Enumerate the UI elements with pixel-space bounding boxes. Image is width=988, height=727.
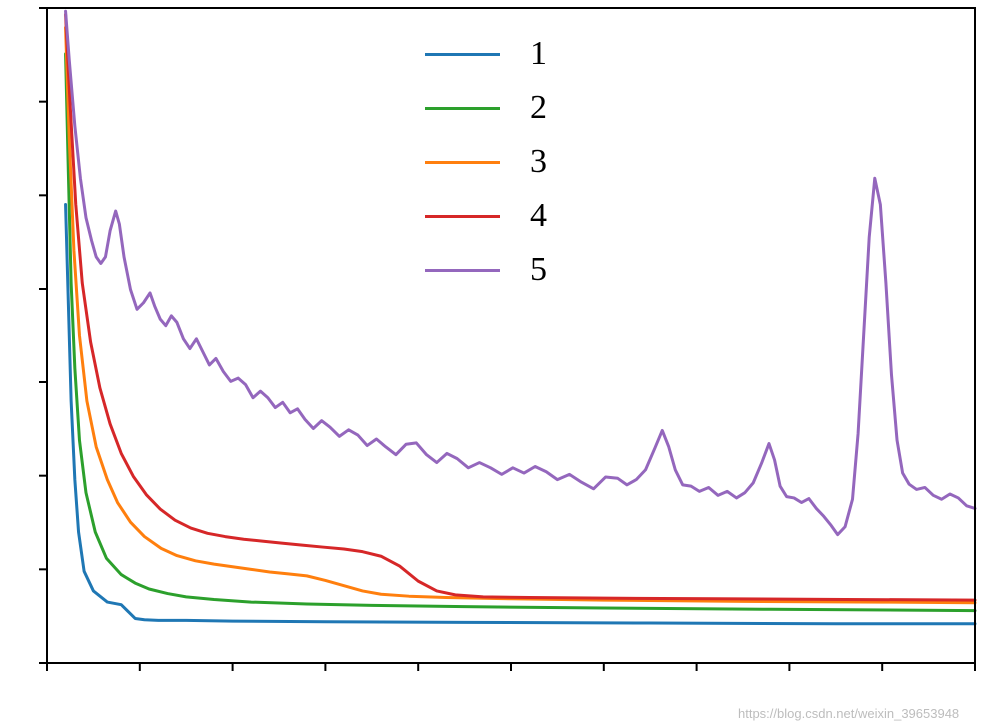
legend-item-4: 4 xyxy=(425,199,547,233)
legend-swatch-5 xyxy=(425,269,500,272)
legend-swatch-1 xyxy=(425,53,500,56)
legend: 1 2 3 4 5 xyxy=(425,37,547,287)
chart-container: 1 2 3 4 5 https://blog.csdn.net/weixin_39653… xyxy=(0,0,988,727)
watermark-text: https://blog.csdn.net/weixin_39653948 xyxy=(738,706,959,721)
legend-label-4: 4 xyxy=(530,199,547,233)
legend-swatch-3 xyxy=(425,161,500,164)
legend-label-1: 1 xyxy=(530,37,547,71)
legend-item-2: 2 xyxy=(425,91,547,125)
legend-item-1: 1 xyxy=(425,37,547,71)
legend-swatch-4 xyxy=(425,215,500,218)
legend-label-5: 5 xyxy=(530,253,547,287)
legend-label-2: 2 xyxy=(530,91,547,125)
legend-swatch-2 xyxy=(425,107,500,110)
legend-item-3: 3 xyxy=(425,145,547,179)
legend-item-5: 5 xyxy=(425,253,547,287)
legend-label-3: 3 xyxy=(530,145,547,179)
